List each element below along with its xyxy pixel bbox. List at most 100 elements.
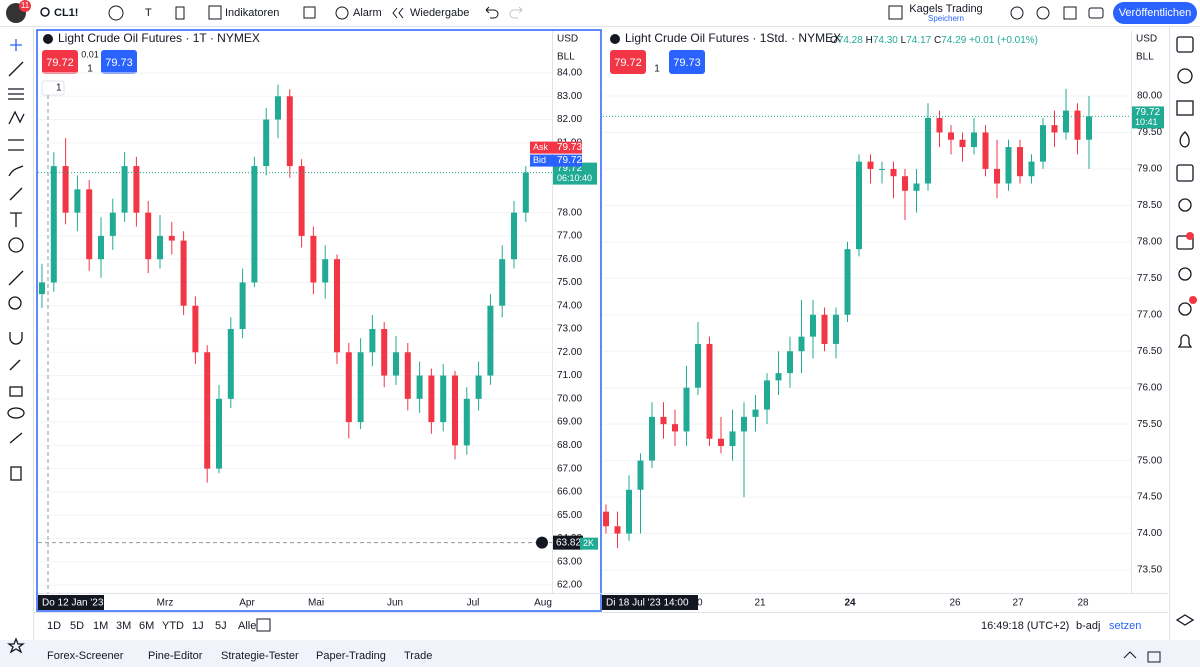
tab[interactable]: Paper-Trading (316, 650, 386, 662)
tab[interactable]: Pine-Editor (148, 650, 203, 662)
range-button[interactable]: 5J (215, 620, 227, 632)
candle-body (416, 375, 423, 399)
redo[interactable] (509, 6, 523, 19)
range-button[interactable]: Alle (238, 620, 256, 632)
tabs: Forex-Screener Pine-Editor Strategie-Teste… (47, 650, 432, 662)
candle-body (157, 235, 163, 260)
candle-body (879, 168, 885, 170)
ideas[interactable] (1178, 198, 1192, 212)
fib-tool[interactable] (8, 88, 24, 100)
adjust-toggle[interactable]: b-adj (1076, 620, 1100, 632)
candle-body (1063, 110, 1069, 133)
emoji-tool[interactable] (8, 237, 24, 253)
last-price-tag (553, 162, 597, 185)
x-tick-label: 21 (754, 598, 766, 609)
buy-button[interactable] (101, 50, 137, 74)
brush-tool[interactable] (8, 165, 24, 177)
delete-tool[interactable] (10, 466, 22, 481)
countdown: 06:10:40 (557, 173, 592, 183)
candle-body (867, 161, 874, 169)
currency[interactable]: USD (1136, 34, 1157, 45)
alarm-button[interactable]: Alarm (353, 7, 382, 19)
zoom-tool[interactable] (8, 296, 22, 310)
layers[interactable] (1175, 614, 1195, 626)
panel-toggle[interactable] (888, 5, 903, 20)
range-button[interactable]: 1D (47, 620, 61, 632)
search-icon[interactable] (40, 7, 50, 17)
date-range-button[interactable] (256, 618, 271, 632)
quantity[interactable]: 1 (654, 64, 660, 75)
snapshot[interactable] (1088, 7, 1104, 19)
ask-tag (530, 141, 582, 154)
layout-name[interactable]: Kagels Trading (909, 3, 982, 15)
ohlc-value: 74.17 (906, 35, 931, 46)
trendline-tool[interactable] (8, 61, 24, 77)
sell-button[interactable] (42, 50, 78, 74)
range-button[interactable]: 5D (70, 620, 84, 632)
buy-button[interactable] (669, 50, 705, 74)
candle-body (1086, 116, 1092, 140)
y-tick-label: 75.00 (557, 277, 582, 288)
visibility-tool[interactable] (7, 407, 25, 419)
candle-body (810, 314, 816, 337)
quick-search[interactable] (1010, 6, 1024, 20)
bell[interactable] (1177, 334, 1193, 348)
chart-type[interactable] (175, 6, 185, 20)
undo[interactable] (485, 6, 499, 19)
symbol[interactable]: CL1! (54, 7, 78, 19)
y-tick-label: 74.50 (1137, 492, 1162, 503)
add-button[interactable] (536, 536, 548, 549)
indicators-button[interactable]: Indikatoren (225, 7, 279, 19)
session-set[interactable]: setzen (1109, 620, 1141, 632)
y-tick-label: 83.00 (557, 91, 582, 102)
hotlists[interactable] (1179, 131, 1190, 148)
tab[interactable]: Strategie-Tester (221, 650, 299, 662)
unit[interactable]: BLL (557, 52, 575, 63)
watchlist[interactable] (1176, 36, 1194, 53)
currency[interactable]: USD (557, 34, 578, 45)
chats[interactable] (1176, 235, 1194, 250)
layout-button[interactable] (303, 6, 316, 19)
candle-body (275, 96, 281, 120)
pattern-tool[interactable] (8, 110, 25, 125)
calendar[interactable] (1176, 164, 1194, 182)
text-tool[interactable] (10, 212, 22, 227)
panel-controls[interactable] (1123, 651, 1161, 663)
add-symbol[interactable] (108, 5, 124, 21)
range-button[interactable]: 1J (192, 620, 204, 632)
text-button[interactable]: T (145, 7, 152, 19)
crosshair-date: Di 18 Jul '23 14:00 (606, 598, 689, 609)
measure-tool[interactable] (8, 270, 24, 286)
fullscreen[interactable] (1063, 6, 1077, 20)
tab[interactable]: Forex-Screener (47, 650, 124, 662)
magnet-tool[interactable] (9, 332, 23, 345)
news[interactable] (1176, 100, 1194, 116)
unit[interactable]: BLL (1136, 52, 1154, 63)
cursor-tool[interactable] (10, 39, 22, 51)
projection-tool[interactable] (8, 139, 24, 151)
lock-tool[interactable] (9, 386, 23, 397)
replay-button[interactable]: Wiedergabe (410, 7, 469, 19)
candle-body (109, 212, 116, 236)
favorites[interactable] (7, 637, 25, 654)
range-button[interactable]: 6M (139, 620, 154, 632)
tab[interactable]: Trade (404, 650, 432, 662)
sell-button[interactable] (610, 50, 646, 74)
settings[interactable] (1036, 6, 1050, 20)
quantity[interactable]: 1 (87, 64, 93, 75)
y-tick-label: 74.00 (557, 300, 582, 311)
indicator-toggle[interactable] (41, 80, 65, 96)
streams[interactable] (1178, 267, 1192, 281)
range-button[interactable]: 1M (93, 620, 108, 632)
lock-draw-tool[interactable] (9, 359, 21, 371)
link-tool[interactable] (9, 432, 23, 444)
y-tick-label: 71.00 (557, 370, 582, 381)
alerts[interactable] (1177, 68, 1193, 84)
range-button[interactable]: YTD (162, 620, 184, 632)
candle-body (62, 166, 69, 213)
notifications[interactable] (1178, 302, 1192, 316)
y-tick-label: 70.00 (557, 393, 582, 404)
range-button[interactable]: 3M (116, 620, 131, 632)
pen-tool[interactable] (9, 187, 23, 201)
publish-button[interactable] (1113, 2, 1197, 24)
